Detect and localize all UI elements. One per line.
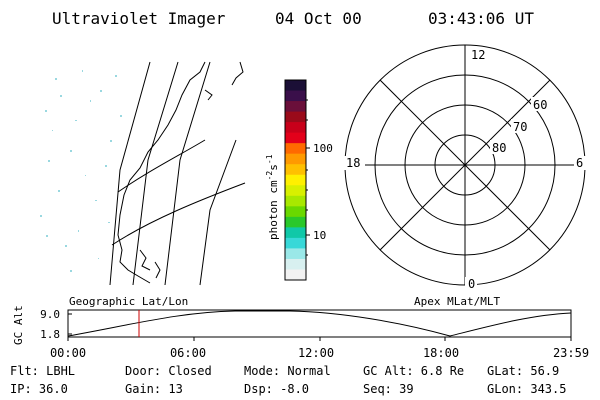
colorbar-stripe (285, 122, 306, 134)
mlt-12-label: 12 (471, 48, 485, 62)
colorbar-gradient (285, 80, 306, 281)
colorbar-stripe (285, 258, 306, 270)
time-tick: 23:59 (553, 346, 589, 360)
colorbar-stripe (285, 227, 306, 239)
colorbar-stripe (285, 164, 306, 176)
mlt-0-label: 0 (468, 277, 475, 291)
colorbar-tick-100: 100 (313, 142, 333, 155)
date-label: 04 Oct 00 (275, 9, 362, 28)
lat-70-label: 70 (513, 120, 527, 134)
colorbar-tick-10: 10 (313, 229, 326, 242)
colorbar-stripe (285, 195, 306, 207)
colorbar-stripe (285, 132, 306, 144)
glon-info: GLon: 343.5 (487, 382, 567, 396)
colorbar-stripe (285, 185, 306, 197)
colorbar-unit-label: photon cm-2s-1 (265, 154, 280, 240)
colorbar-stripe (285, 143, 306, 155)
dsp-info: Dsp: -8.0 (244, 382, 310, 396)
colorbar-stripe (285, 206, 306, 218)
time-tick: 06:00 (170, 346, 206, 360)
gc-alt-axis-label: GC Alt (12, 305, 25, 345)
instrument-title: Ultraviolet Imager (52, 9, 226, 28)
colorbar-stripe (285, 174, 306, 186)
time-tick: 18:00 (423, 346, 459, 360)
colorbar-stripe (285, 80, 306, 92)
door-info: Door: Closed (125, 364, 212, 378)
ip-info: IP: 36.0 (10, 382, 68, 396)
gain-info: Gain: 13 (125, 382, 183, 396)
mlt-6-label: 6 (576, 156, 583, 170)
gc-alt-bottom-tick: 1.8 (40, 328, 60, 341)
colorbar-stripe (285, 153, 306, 165)
time-tick: 00:00 (50, 346, 86, 360)
lat-60-label: 60 (533, 98, 547, 112)
mode-info: Mode: Normal (244, 364, 331, 378)
colorbar-stripe (285, 237, 306, 249)
colorbar-stripe (285, 111, 306, 123)
time-label: 03:43:06 UT (428, 9, 534, 28)
colorbar-stripe (285, 90, 306, 102)
colorbar-stripe (285, 216, 306, 228)
map-speckles (40, 70, 122, 272)
geographic-label: Geographic Lat/Lon (69, 295, 188, 308)
svg-text:photon cm-2s-1: photon cm-2s-1 (265, 154, 280, 240)
colorbar-stripe (285, 248, 306, 260)
time-tick: 12:00 (298, 346, 334, 360)
gc-alt-info: GC Alt: 6.8 Re (363, 364, 465, 378)
lat-80-label: 80 (492, 141, 506, 155)
colorbar-stripe (285, 101, 306, 113)
gc-alt-top-tick: 9.0 (40, 308, 60, 321)
seq-info: Seq: 39 (363, 382, 414, 396)
colorbar-stripe (285, 269, 306, 281)
glat-info: GLat: 56.9 (487, 364, 560, 378)
filter-info: Flt: LBHL (10, 364, 76, 378)
apex-label: Apex MLat/MLT (414, 295, 500, 308)
mlt-18-label: 18 (346, 156, 360, 170)
